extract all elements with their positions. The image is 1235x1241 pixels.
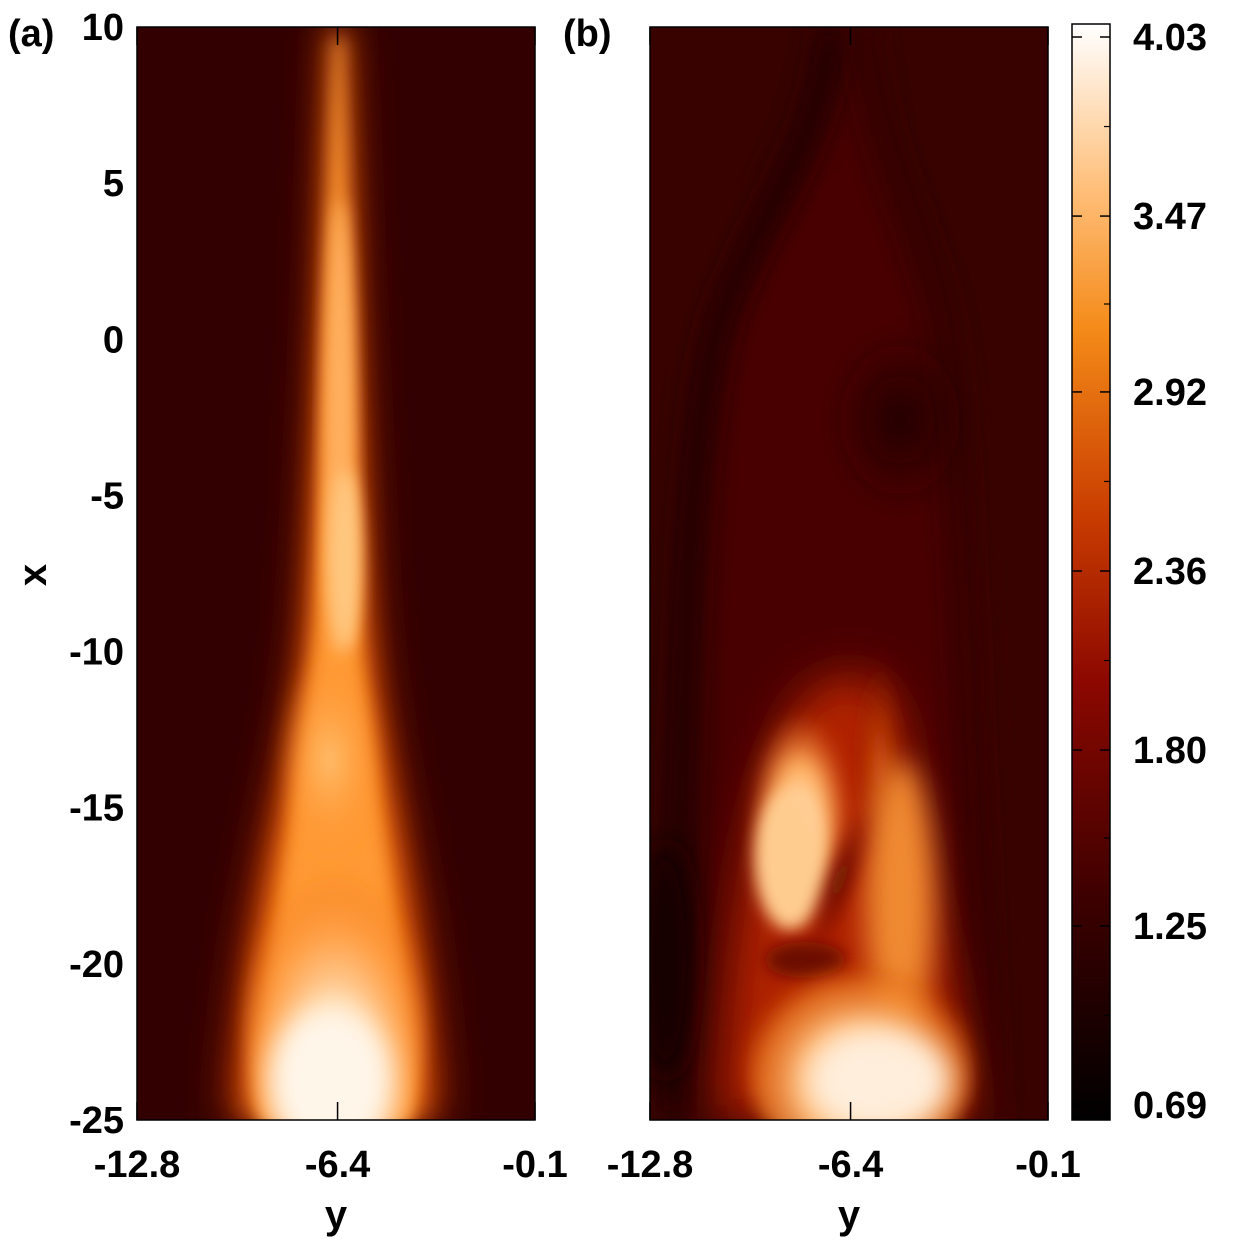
panel-b-xlabel: y <box>838 1193 861 1237</box>
panel-b-xtick-label: -0.1 <box>1015 1144 1080 1186</box>
panel-a-frame <box>136 26 536 1121</box>
colorbar-tick-label: 1.25 <box>1133 906 1207 948</box>
panel-b-heatmap <box>650 27 1048 1120</box>
panel-a-label: (a) <box>8 13 54 55</box>
panel-a-xlabel: y <box>325 1193 348 1237</box>
panel-a-ytick-label: 10 <box>82 7 124 49</box>
colorbar <box>1071 23 1111 1121</box>
panel-a-heatmap <box>137 27 535 1120</box>
panel-a-ytick-label: -20 <box>69 944 124 986</box>
colorbar-tick-label: 1.80 <box>1133 730 1207 772</box>
panel-a-xtick-label: -12.8 <box>94 1144 181 1186</box>
panel-a-xtick-label: -0.1 <box>502 1144 567 1186</box>
colorbar-tick-label: 2.92 <box>1133 372 1207 414</box>
panel-a-ytick-label: 0 <box>103 319 124 361</box>
panel-a-ytick-label: 5 <box>103 163 124 205</box>
panel-a-ylabel: x <box>11 564 55 586</box>
colorbar-tick-label: 0.69 <box>1133 1085 1207 1127</box>
colorbar-tick-label: 2.36 <box>1133 551 1207 593</box>
colorbar-tick-label: 4.03 <box>1133 17 1207 59</box>
colorbar-tick-label: 3.47 <box>1133 196 1207 238</box>
panel-b-label: (b) <box>563 13 612 55</box>
panel-a-xtick-label: -6.4 <box>305 1144 370 1186</box>
panel-b-xtick-label: -12.8 <box>607 1144 694 1186</box>
panel-a-ytick-label: -10 <box>69 632 124 674</box>
panel-b-xtick-label: -6.4 <box>818 1144 883 1186</box>
panel-a-ytick-label: -5 <box>90 475 124 517</box>
panel-a-ytick-label: -25 <box>69 1100 124 1142</box>
panel-b-frame <box>649 26 1049 1121</box>
panel-a-ytick-label: -15 <box>69 788 124 830</box>
